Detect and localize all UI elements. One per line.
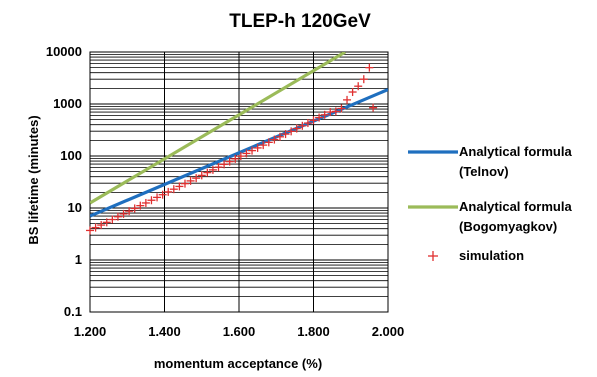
simulation-point (180, 179, 189, 188)
simulation-point (315, 113, 324, 122)
simulation-point (331, 107, 340, 116)
simulation-point (113, 212, 122, 221)
simulation-point (192, 174, 201, 183)
x-tick-label: 1.800 (297, 324, 330, 339)
y-tick-label: 1000 (53, 96, 82, 111)
simulation-point (97, 221, 106, 230)
simulation-point (220, 160, 229, 169)
chart-title: TLEP-h 120GeV (229, 11, 371, 32)
simulation-point (91, 223, 100, 232)
legend-item: Analytical formula (Bogomyagkov) (408, 199, 572, 234)
simulation-point (169, 185, 178, 194)
simulation-point (141, 198, 150, 207)
legend-label: Analytical formula (459, 144, 572, 159)
simulation-point (197, 171, 206, 180)
simulation-point (108, 215, 117, 224)
legend-label: simulation (459, 248, 524, 263)
simulation-point (86, 226, 94, 235)
plot-frame (89, 51, 389, 313)
y-tick-label: 10000 (46, 44, 82, 59)
simulation-point (208, 165, 217, 174)
simulation-point (337, 104, 346, 113)
simulation-point (253, 143, 262, 152)
x-tick-label: 1.400 (148, 324, 181, 339)
simulation-point (309, 116, 318, 125)
simulation-point (225, 157, 234, 166)
legend-label: (Bogomyagkov) (459, 219, 557, 234)
legend-item: simulation (428, 248, 524, 263)
simulation-point (354, 82, 363, 91)
simulation-point (153, 193, 162, 202)
simulation-point (259, 141, 268, 150)
simulation-point (236, 152, 245, 161)
simulation-point (164, 187, 173, 196)
simulation-point (287, 127, 296, 136)
simulation-point (275, 132, 284, 141)
plot-series (86, 52, 388, 235)
simulation-point (359, 75, 368, 84)
simulation-point (298, 121, 307, 130)
simulation-point (365, 63, 374, 72)
simulation-point (248, 146, 257, 155)
simulation-point (320, 110, 329, 119)
x-axis-ticks: 1.200 1.400 1.600 1.800 2.000 (74, 324, 405, 339)
simulation-point (231, 154, 240, 163)
x-tick-label: 1.200 (74, 324, 107, 339)
simulation-point (158, 190, 167, 199)
series-line-1 (90, 52, 346, 205)
simulation-point (147, 196, 156, 205)
simulation-point (203, 168, 212, 177)
y-tick-label: 10 (68, 200, 82, 215)
legend-label: Analytical formula (459, 199, 572, 214)
simulation-point (186, 176, 195, 185)
simulation-point (348, 88, 357, 97)
x-axis-label: momentum acceptance (%) (154, 356, 322, 371)
simulation-point (303, 119, 312, 128)
y-tick-label: 1 (75, 252, 82, 267)
simulation-point (242, 149, 251, 158)
simulation-point (281, 130, 290, 139)
x-tick-label: 1.600 (223, 324, 256, 339)
series-line-0 (90, 88, 388, 218)
legend: Analytical formula(Telnov)Analytical for… (408, 144, 572, 263)
simulation-point (136, 201, 145, 210)
x-tick-label: 2.000 (372, 324, 405, 339)
simulation-point (125, 207, 134, 216)
simulation-point (214, 163, 223, 172)
simulation-point (292, 124, 301, 133)
simulation-point (130, 204, 139, 213)
simulation-point (102, 218, 111, 227)
simulation-point (175, 182, 184, 191)
simulation-point (343, 95, 352, 104)
simulation-point (369, 103, 378, 112)
y-axis-ticks: 0.1 1 10 100 1000 10000 (46, 44, 82, 319)
plot-grid (89, 51, 389, 313)
y-tick-label: 100 (60, 148, 82, 163)
simulation-point (264, 138, 273, 147)
simulation-point (270, 135, 279, 144)
y-tick-label: 0.1 (64, 304, 82, 319)
legend-label: (Telnov) (459, 164, 509, 179)
y-axis-label: BS lifetime (minutes) (26, 115, 41, 244)
legend-item: Analytical formula (Telnov) (408, 144, 572, 179)
simulation-point (119, 209, 128, 218)
